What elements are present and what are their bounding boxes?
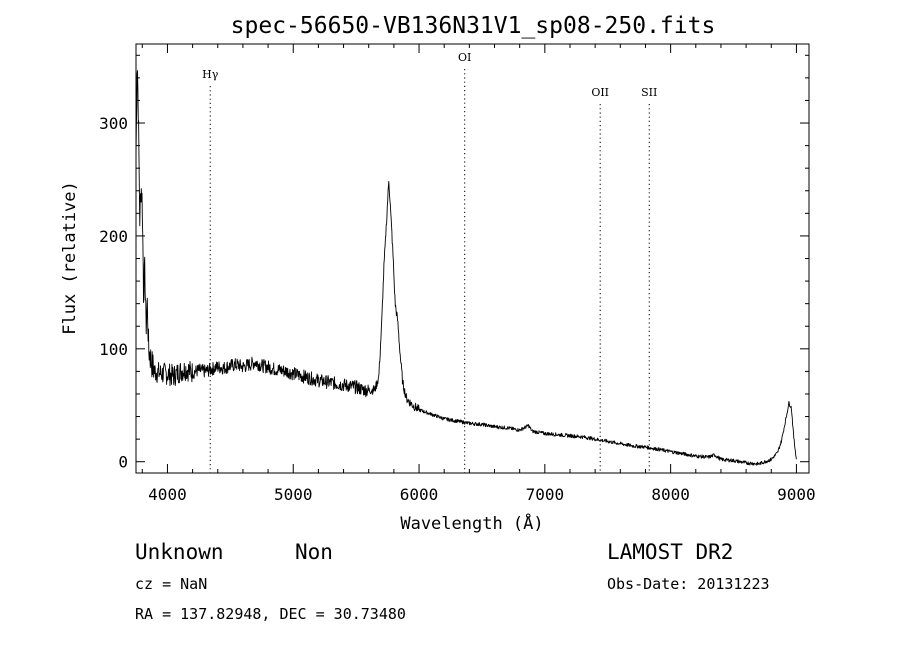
x-tick-label: 7000 xyxy=(526,485,565,504)
spectral-line-markers: Hγ OI OII SII xyxy=(202,51,657,473)
object-class: Unknown xyxy=(135,540,224,564)
y-tick-label: 100 xyxy=(99,340,128,359)
x-axis-label: Wavelength (Å) xyxy=(400,512,543,534)
observation-date: Obs-Date: 20131223 xyxy=(607,575,770,593)
x-tick-label: 4000 xyxy=(148,485,187,504)
coordinates: RA = 137.82948, DEC = 30.73480 xyxy=(135,605,406,623)
x-tick-label: 9000 xyxy=(777,485,816,504)
spectrum-line xyxy=(135,70,797,466)
object-subclass: Non xyxy=(295,540,333,564)
spectral-line-label: Hγ xyxy=(202,68,219,81)
redshift-cz: cz = NaN xyxy=(135,575,208,593)
axes: 4000 5000 6000 7000 8000 9000 0 100 200 300 xyxy=(99,43,816,504)
x-tick-label: 6000 xyxy=(400,485,439,504)
spectral-line-label: OI xyxy=(458,51,471,64)
x-tick-label: 5000 xyxy=(274,485,313,504)
spectral-line-label: OII xyxy=(591,86,609,99)
survey-label: LAMOST DR2 xyxy=(607,540,734,564)
y-axis-label: Flux (relative) xyxy=(60,181,80,335)
chart-title: spec-56650-VB136N31V1_sp08-250.fits xyxy=(231,13,716,39)
series-layer xyxy=(135,70,797,466)
y-tick-label: 300 xyxy=(99,114,128,133)
y-tick-label: 200 xyxy=(99,227,128,246)
x-tick-label: 8000 xyxy=(651,485,690,504)
y-tick-label: 0 xyxy=(118,453,128,472)
spectral-line-label: SII xyxy=(641,86,657,99)
plot-frame xyxy=(135,43,810,474)
